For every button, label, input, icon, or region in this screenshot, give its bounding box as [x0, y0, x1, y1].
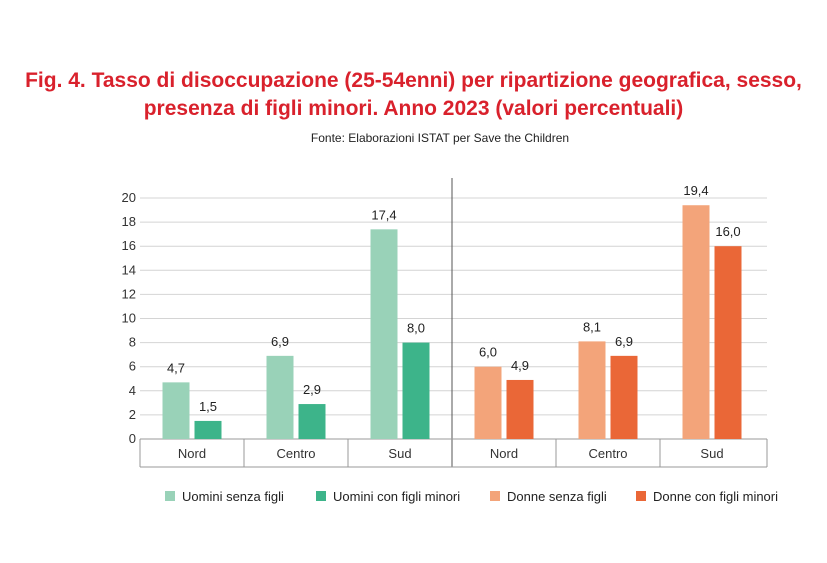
y-tick-label: 8	[129, 335, 136, 350]
data-label: 17,4	[371, 207, 396, 222]
data-label: 19,4	[683, 183, 708, 198]
category-label: Centro	[588, 446, 627, 461]
legend-item-uomini-senza-figli: Uomini senza figli	[165, 486, 284, 506]
data-label: 6,9	[271, 334, 289, 349]
legend-swatch	[165, 491, 175, 501]
bar	[714, 246, 742, 439]
y-tick-label: 2	[129, 407, 136, 422]
category-label: Nord	[178, 446, 206, 461]
bar	[474, 366, 502, 439]
y-tick-label: 16	[122, 238, 136, 253]
bar	[370, 229, 398, 439]
chart-title-line2: presenza di figli minori. Anno 2023 (val…	[143, 97, 684, 120]
bar	[162, 382, 190, 439]
category-label: Sud	[700, 446, 723, 461]
bar	[578, 341, 606, 439]
legend-swatch	[636, 491, 646, 501]
bar	[610, 355, 638, 439]
bar	[194, 420, 222, 439]
data-label: 16,0	[715, 224, 740, 239]
y-tick-label: 6	[129, 359, 136, 374]
legend-label: Uomini senza figli	[182, 488, 284, 504]
legend-label: Uomini con figli minori	[333, 488, 461, 504]
legend-label: Donne con figli minori	[653, 488, 779, 504]
data-label: 4,9	[511, 358, 529, 373]
legend-item-donne-con-figli: Donne con figli minori	[636, 486, 778, 506]
data-label: 6,0	[479, 345, 497, 360]
y-tick-label: 14	[122, 262, 136, 277]
bar	[266, 355, 294, 439]
data-label: 1,5	[199, 399, 217, 414]
y-tick-label: 0	[129, 431, 136, 446]
bar	[506, 379, 534, 439]
y-tick-label: 4	[129, 383, 136, 398]
y-tick-label: 10	[122, 311, 136, 326]
category-label: Nord	[490, 446, 518, 461]
legend-item-donne-senza-figli: Donne senza figli	[490, 486, 607, 506]
legend-swatch	[316, 491, 326, 501]
category-label: Sud	[388, 446, 411, 461]
legend-item-uomini-con-figli: Uomini con figli minori	[316, 486, 460, 506]
bar	[682, 205, 710, 439]
chart-title-line1: Fig. 4. Tasso di disoccupazione (25-54en…	[25, 69, 802, 92]
y-tick-label: 12	[122, 286, 136, 301]
y-tick-label: 20	[122, 190, 136, 205]
bar	[298, 404, 326, 439]
data-label: 6,9	[615, 334, 633, 349]
data-label: 8,1	[583, 319, 601, 334]
category-label: Centro	[276, 446, 315, 461]
legend-label: Donne senza figli	[507, 488, 607, 504]
data-label: 4,7	[167, 360, 185, 375]
legend-swatch	[490, 491, 500, 501]
chart-subtitle: Fonte: Elaborazioni ISTAT per Save the C…	[310, 131, 570, 145]
data-label: 8,0	[407, 321, 425, 336]
y-tick-label: 18	[122, 214, 136, 229]
bar	[402, 342, 430, 439]
data-label: 2,9	[303, 382, 321, 397]
